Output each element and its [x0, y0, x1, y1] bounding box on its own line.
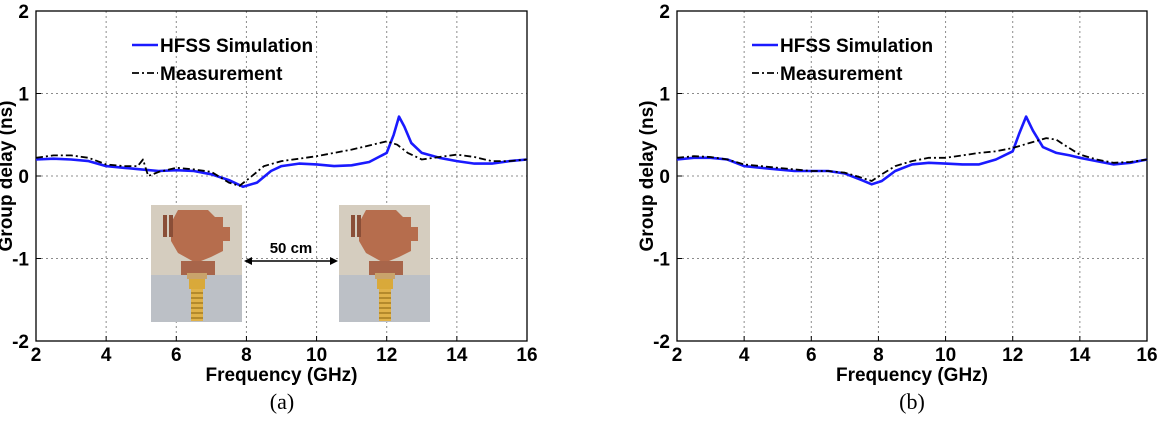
- x-tick-label: 6: [171, 345, 182, 366]
- y-tick-label: -2: [653, 332, 670, 353]
- series-line-simulation: [35, 115, 528, 188]
- x-tick-label: 10: [935, 345, 956, 366]
- antenna-photo-inset: 50 cm: [151, 205, 430, 322]
- y-tick-label: -1: [653, 250, 670, 271]
- x-tick-label: 2: [672, 345, 683, 366]
- series-line-simulation: [676, 115, 1148, 186]
- x-axis-label: Frequency (GHz): [205, 365, 357, 386]
- x-tick-label: 16: [516, 345, 537, 366]
- series-line-measurement: [676, 137, 1148, 182]
- legend-label-measurement: Measurement: [160, 64, 283, 85]
- y-tick-label: -2: [12, 332, 29, 353]
- legend: HFSS Simulation Measurement: [752, 36, 933, 85]
- x-tick-label: 6: [806, 345, 817, 366]
- legend-label-simulation: HFSS Simulation: [780, 36, 933, 57]
- y-tick-label: 1: [659, 85, 670, 106]
- y-tick-label: 0: [18, 167, 29, 188]
- x-tick-label: 14: [1069, 345, 1091, 366]
- x-tick-label: 8: [241, 345, 252, 366]
- arrowhead-left: [244, 257, 252, 265]
- legend-label-simulation: HFSS Simulation: [160, 36, 313, 57]
- legend-label-measurement: Measurement: [780, 64, 903, 85]
- x-tick-label: 12: [1002, 345, 1023, 366]
- x-tick-label: 10: [306, 345, 327, 366]
- panel-caption: (a): [270, 389, 294, 414]
- x-tick-label: 4: [739, 345, 750, 366]
- distance-label: 50 cm: [270, 240, 313, 257]
- panel-caption: (b): [899, 389, 925, 414]
- x-tick-label: 8: [873, 345, 884, 366]
- y-tick-label: 1: [18, 85, 29, 106]
- antenna-photo-left: [151, 205, 242, 322]
- y-axis-label: Group delay (ns): [0, 101, 17, 252]
- x-axis-label: Frequency (GHz): [836, 365, 988, 386]
- antenna-photo-right: [339, 205, 430, 322]
- y-tick-label: 2: [659, 2, 670, 23]
- x-tick-label: 2: [31, 345, 42, 366]
- series-line-measurement: [35, 140, 528, 187]
- y-tick-label: -1: [12, 250, 29, 271]
- x-tick-label: 12: [376, 345, 397, 366]
- y-tick-label: 2: [18, 2, 29, 23]
- x-tick-label: 14: [446, 345, 468, 366]
- x-tick-label: 4: [101, 345, 112, 366]
- legend: HFSS Simulation Measurement: [132, 36, 313, 85]
- x-tick-label: 16: [1136, 345, 1157, 366]
- y-axis-label: Group delay (ns): [637, 101, 658, 252]
- arrowhead-right: [330, 257, 338, 265]
- y-tick-label: 0: [659, 167, 670, 188]
